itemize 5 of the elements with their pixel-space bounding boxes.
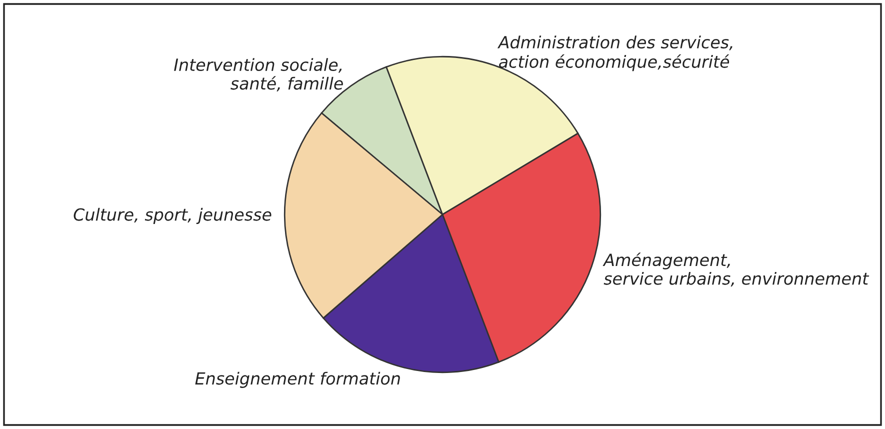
slice-label: Enseignement formation — [195, 372, 400, 388]
slice-label: Intervention sociale, santé, famille — [174, 58, 343, 92]
slice-label: Aménagement, service urbains, environnement — [602, 252, 870, 287]
slice-label: Administration des services, action économique,sécurité — [497, 36, 732, 72]
slice-label: Culture, sport, jeunesse — [74, 208, 272, 224]
